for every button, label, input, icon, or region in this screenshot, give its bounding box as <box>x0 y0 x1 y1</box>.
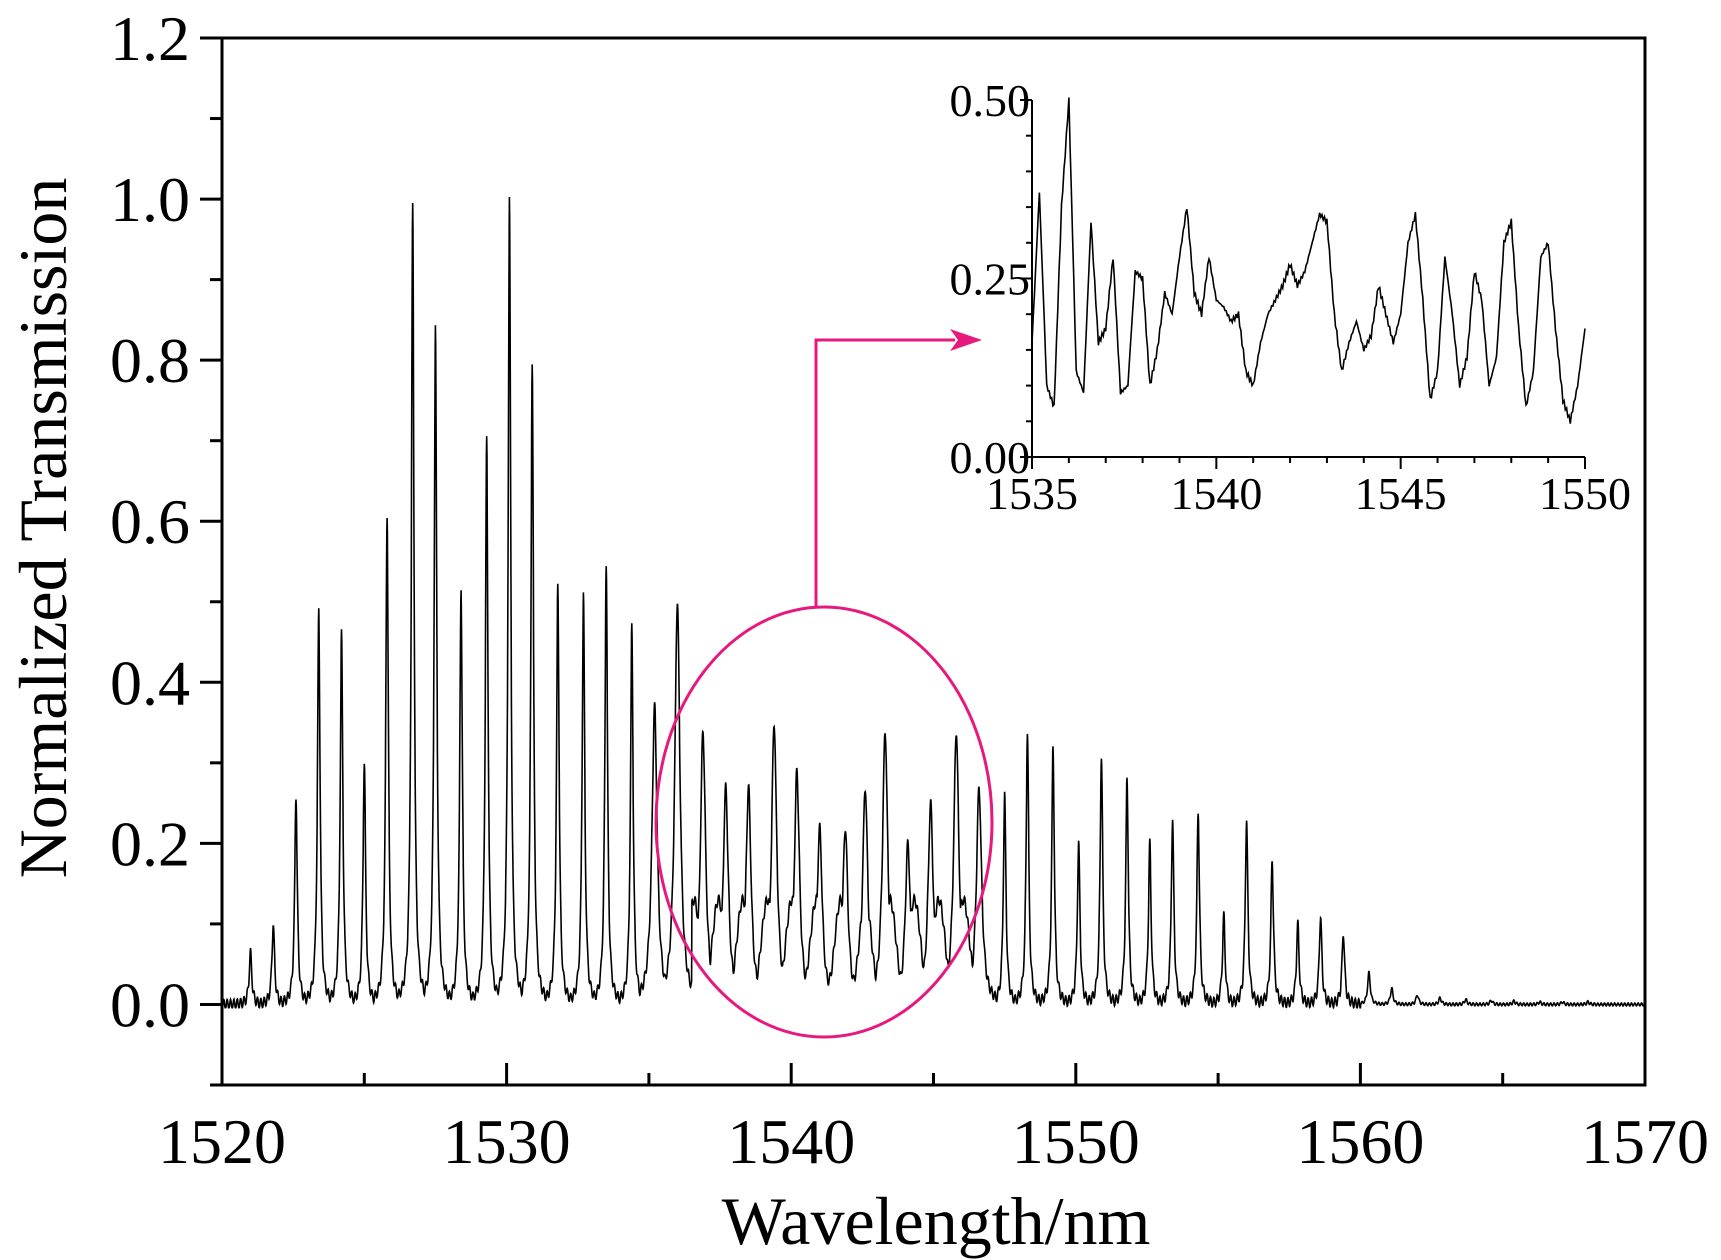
main-plot-frame <box>220 36 1647 1087</box>
highlight-arrow-head <box>950 329 982 351</box>
inset-x-tick-label: 1550 <box>1539 468 1631 519</box>
inset-axes <box>1031 100 1585 458</box>
inset-y-tick-label: 0.50 <box>950 75 1031 126</box>
main-y-tick-label: 1.0 <box>110 164 190 235</box>
inset-y-tick-label: 0.00 <box>950 432 1031 483</box>
main-y-tick-label: 0.2 <box>110 808 190 879</box>
main-spectrum-line <box>221 196 1646 1010</box>
highlight-ellipse <box>654 605 994 1039</box>
main-x-tick-label: 1560 <box>1296 1106 1424 1177</box>
inset-spectrum-line <box>1031 97 1586 424</box>
main-x-tick-labels: 1520 1530 1540 1550 1560 1570 <box>158 1106 1709 1177</box>
inset-x-tick-labels: 1535 1540 1545 1550 <box>986 468 1631 519</box>
main-y-tick-label: 0.0 <box>110 969 190 1040</box>
main-y-tick-label: 0.8 <box>110 325 190 396</box>
inset-y-tick-label: 0.25 <box>950 254 1031 305</box>
main-y-tick-label: 0.6 <box>110 486 190 557</box>
main-x-tick-label: 1520 <box>158 1106 286 1177</box>
main-x-tick-label: 1530 <box>443 1106 571 1177</box>
inset-x-tick-label: 1535 <box>986 468 1078 519</box>
inset-axis-ticks <box>1020 99 1586 469</box>
inset-x-tick-label: 1545 <box>1355 468 1447 519</box>
main-y-tick-label: 1.2 <box>110 3 190 74</box>
y-axis-title: Normalized Transmission <box>5 178 81 879</box>
inset-y-tick-labels: 0.00 0.25 0.50 <box>950 75 1031 483</box>
highlight-connector-line <box>814 338 955 607</box>
inset-x-tick-label: 1540 <box>1170 468 1262 519</box>
main-x-tick-label: 1570 <box>1581 1106 1709 1177</box>
main-x-tick-label: 1540 <box>727 1106 855 1177</box>
main-y-tick-label: 0.4 <box>110 647 190 718</box>
x-axis-title: Wavelength/nm <box>722 1183 1151 1259</box>
main-x-tick-label: 1550 <box>1012 1106 1140 1177</box>
main-y-tick-labels: 0.0 0.2 0.4 0.6 0.8 1.0 1.2 <box>110 3 190 1040</box>
